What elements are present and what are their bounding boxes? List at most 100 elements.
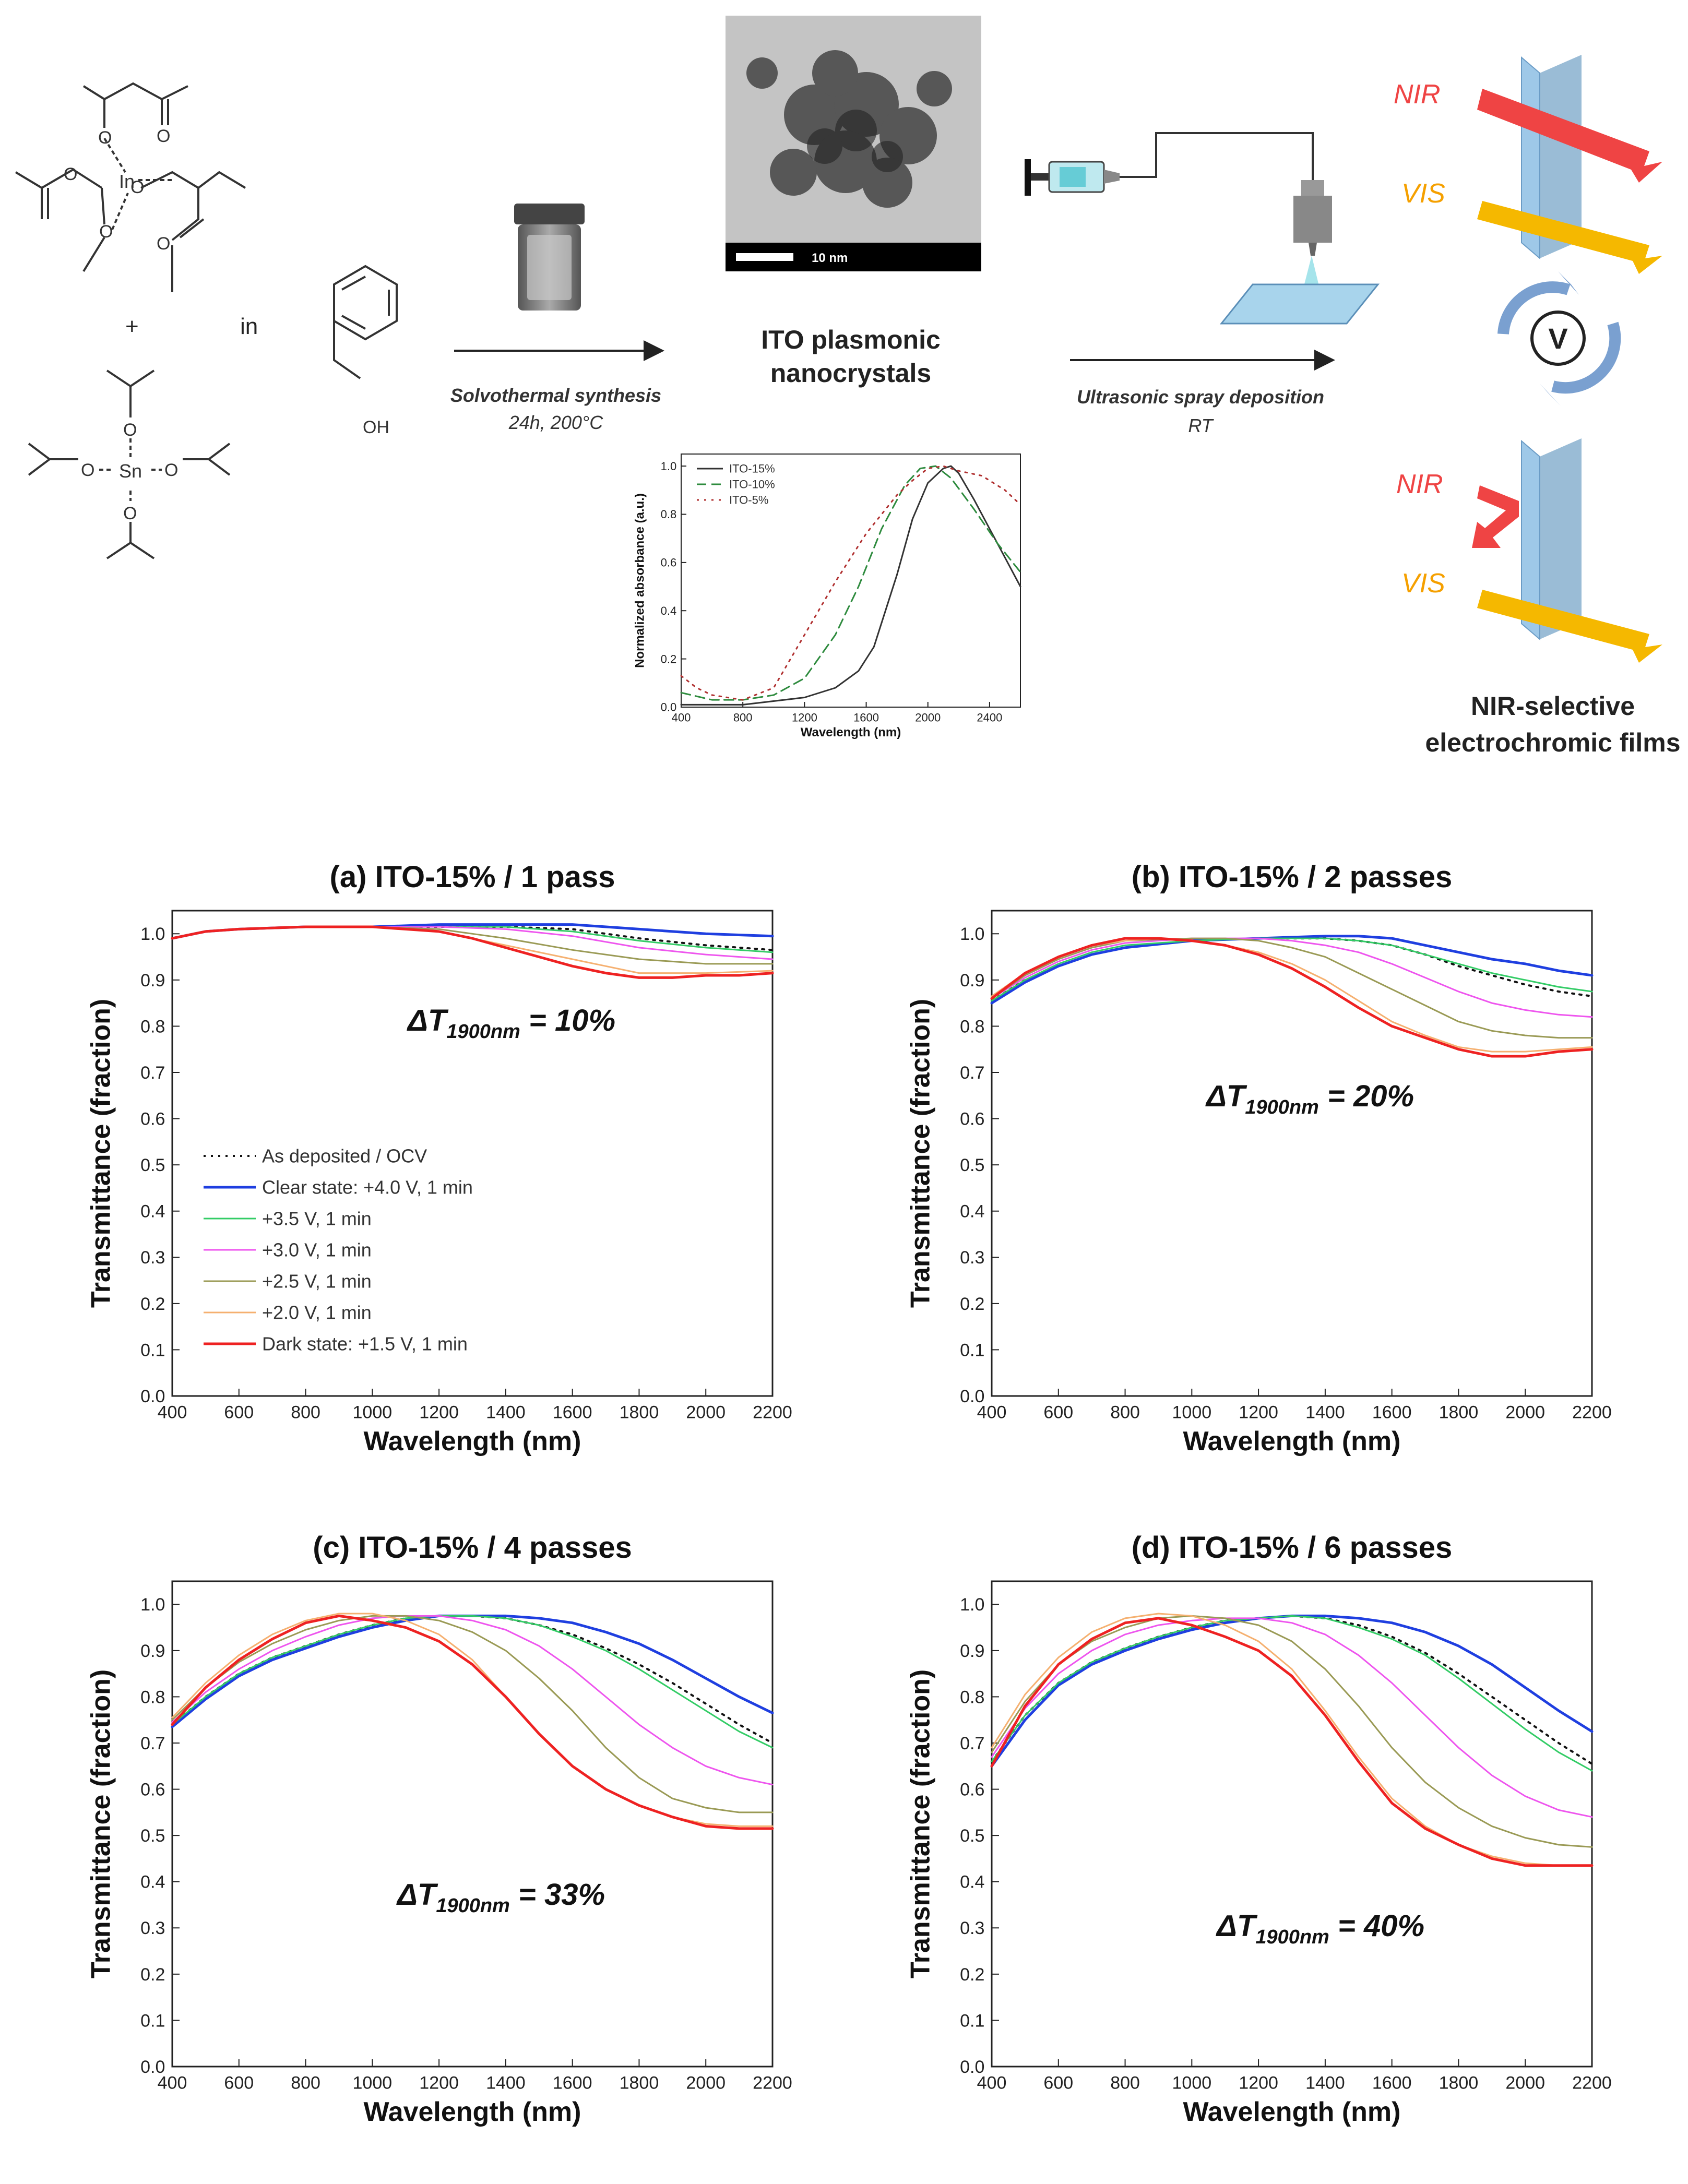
oxygen-label-8: O <box>81 460 94 480</box>
indium-label: In <box>119 171 135 192</box>
tin-isopropoxide-structure <box>28 369 231 559</box>
synthesis-step-title: Solvothermal synthesis <box>450 385 661 406</box>
series-line-0 <box>171 1615 774 1744</box>
y-tick-label: 0.7 <box>140 1063 165 1083</box>
y-axis-label: Transmittance (fraction) <box>86 1669 116 1978</box>
x-tick-label: 800 <box>733 711 753 724</box>
y-tick-label: 0.0 <box>140 1387 165 1406</box>
chart-title: (a) ITO-15% / 1 pass <box>330 860 615 894</box>
y-tick-label: 0.1 <box>960 1340 984 1360</box>
x-axis-label: Wavelength (nm) <box>1183 2097 1401 2127</box>
x-tick-label: 1400 <box>486 1403 526 1423</box>
legend-label-0: ITO-15% <box>729 462 775 475</box>
y-tick-label: 0.9 <box>960 1641 984 1661</box>
scale-bar-label: 10 nm <box>812 251 848 265</box>
y-tick-label: 0.9 <box>960 971 984 990</box>
x-tick-label: 400 <box>672 711 691 724</box>
x-tick-label: 400 <box>977 2073 1007 2093</box>
y-tick-label: 0.2 <box>140 1294 165 1314</box>
film-label-line1: NIR-selective <box>1471 691 1635 721</box>
chart-b-2-passes: 400 600 800 1000 1200 1400 1600 1800 2000 2200 0.0… <box>905 860 1611 1457</box>
tin-label: Sn <box>119 460 142 482</box>
plus-sign: + <box>125 314 139 339</box>
legend-label-2: +3.5 V, 1 min <box>262 1208 372 1230</box>
plot-frame <box>991 910 1593 1397</box>
legend-label-1: Clear state: +4.0 V, 1 min <box>262 1177 473 1198</box>
x-axis-label: Wavelength (nm) <box>801 725 901 739</box>
synthesis-scheme: O O In O O O O + in O O Sn O O OH <box>15 16 1681 757</box>
series-line-3 <box>991 937 1593 1018</box>
y-tick-label: 1.0 <box>960 924 984 944</box>
plot-frame <box>171 1580 774 2068</box>
x-tick-label: 2000 <box>1505 1403 1545 1423</box>
x-axis-label: Wavelength (nm) <box>1183 1426 1401 1457</box>
voltage-label: V <box>1548 322 1567 355</box>
x-tick-label: 1800 <box>620 2073 659 2093</box>
series-line-2 <box>991 1615 1593 1772</box>
y-tick-label: 0.2 <box>960 1965 984 1985</box>
chart-d-6-passes: 400 600 800 1000 1200 1400 1600 1800 2000 2200 0.0… <box>905 1531 1611 2127</box>
legend-label-1: ITO-10% <box>729 478 775 491</box>
y-axis-label: Normalized absorbance (a.u.) <box>633 493 647 668</box>
plot-frame <box>681 453 1021 708</box>
x-tick-label: 1000 <box>353 2073 393 2093</box>
oxygen-label-10: O <box>123 504 137 523</box>
delta-t-annotation: ΔT1900nm = 40% <box>1216 1909 1424 1948</box>
y-tick-label: 0.2 <box>140 1965 165 1985</box>
y-tick-label: 0.4 <box>140 1872 165 1892</box>
legend-label-0: As deposited / OCV <box>262 1145 427 1167</box>
x-tick-label: 400 <box>158 1403 187 1423</box>
spray-step-conditions: RT <box>1188 415 1214 436</box>
y-tick-label: 0.5 <box>960 1826 984 1846</box>
y-tick-label: 0.8 <box>140 1017 165 1036</box>
oxygen-label-2: O <box>157 126 170 146</box>
y-tick-label: 0.6 <box>960 1780 984 1799</box>
x-tick-label: 1800 <box>620 1403 659 1423</box>
series-line-0 <box>991 1615 1593 1765</box>
series-line-1 <box>990 1614 1594 1768</box>
series-line-6 <box>171 925 774 979</box>
y-tick-label: 0.8 <box>140 1687 165 1707</box>
y-tick-label: 0.3 <box>960 1918 984 1938</box>
y-tick-label: 0.6 <box>140 1109 165 1129</box>
synthesis-step-conditions: 24h, 200°C <box>508 412 604 433</box>
y-axis-label: Transmittance (fraction) <box>905 999 935 1308</box>
x-tick-label: 1800 <box>1439 2073 1479 2093</box>
series-line-4 <box>991 937 1593 1039</box>
vis-label-bottom: VIS <box>1401 568 1445 599</box>
y-tick-label: 0.4 <box>140 1202 165 1222</box>
product-label-line1: ITO plasmonic <box>761 325 941 354</box>
series-line-3 <box>171 1615 774 1786</box>
y-tick-label: 0.9 <box>140 1641 165 1661</box>
x-tick-label: 600 <box>1043 1403 1073 1423</box>
x-tick-label: 600 <box>224 1403 254 1423</box>
oxygen-label-9: O <box>164 460 178 480</box>
y-tick-label: 1.0 <box>661 460 677 473</box>
tem-image: 10 nm <box>726 16 981 271</box>
x-tick-label: 2400 <box>977 711 1002 724</box>
chart-title: (b) ITO-15% / 2 passes <box>1132 860 1453 894</box>
x-tick-label: 800 <box>1110 1403 1140 1423</box>
oxygen-label-4: O <box>99 222 113 242</box>
y-tick-label: 0.6 <box>661 556 677 569</box>
inset-absorbance-chart: 400 800 1200 1600 2000 2400 0.0 0.2 0.4 0.6 0.8 1.0… <box>633 453 1021 739</box>
x-tick-label: 1000 <box>1172 2073 1212 2093</box>
x-tick-label: 800 <box>291 1403 320 1423</box>
y-tick-label: 0.5 <box>140 1155 165 1175</box>
x-tick-label: 1800 <box>1439 1403 1479 1423</box>
y-tick-label: 0.5 <box>960 1155 984 1175</box>
series-line-1 <box>990 935 1594 1005</box>
plot-frame <box>171 910 774 1397</box>
dark-state-film-icon <box>1472 438 1662 663</box>
series-line-5 <box>991 1613 1593 1867</box>
x-tick-label: 2000 <box>686 1403 726 1423</box>
x-axis-label: Wavelength (nm) <box>364 2097 581 2127</box>
legend-label-3: +3.0 V, 1 min <box>262 1239 372 1261</box>
y-axis-label: Transmittance (fraction) <box>905 1669 935 1978</box>
x-tick-label: 2200 <box>753 2073 792 2093</box>
y-tick-label: 0.3 <box>960 1248 984 1268</box>
legend-label-5: +2.0 V, 1 min <box>262 1302 372 1323</box>
benzyl-alcohol-structure <box>333 265 398 379</box>
oxygen-label-6: O <box>157 234 170 254</box>
